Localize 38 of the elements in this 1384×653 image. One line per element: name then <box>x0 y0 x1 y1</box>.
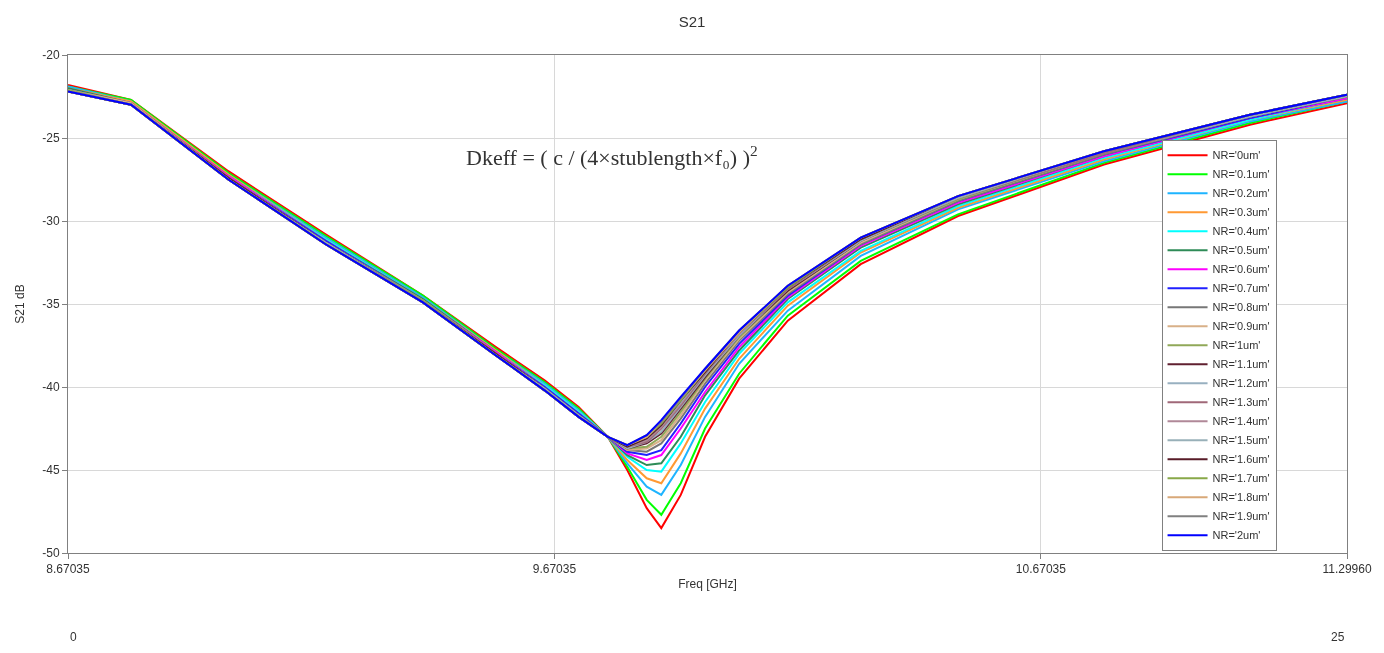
legend-label: NR='1.8um' <box>1212 491 1270 504</box>
x-tick-label: 9.67035 <box>532 562 577 577</box>
legend-label: NR='1um' <box>1212 339 1261 352</box>
legend-label: NR='1.7um' <box>1212 472 1270 485</box>
x-tick-label: 8.67035 <box>46 562 91 577</box>
legend-label: NR='1.5um' <box>1212 434 1270 447</box>
legend-label: NR='0.3um' <box>1212 206 1270 219</box>
legend-label: NR='0.6um' <box>1212 263 1270 276</box>
x-axis-title: Freq [GHz] <box>678 577 737 592</box>
legend-label: NR='1.3um' <box>1212 396 1270 409</box>
legend-label: NR='0um' <box>1212 149 1261 162</box>
legend-label: NR='1.4um' <box>1212 415 1270 428</box>
legend-label: NR='1.9um' <box>1212 510 1270 523</box>
y-tick-label: -45 <box>42 463 60 478</box>
text: 25 <box>1331 630 1345 644</box>
x-tick-label: 11.29960 <box>1322 562 1372 577</box>
legend-label: NR='0.5um' <box>1212 244 1270 257</box>
legend-label: NR='0.7um' <box>1212 282 1270 295</box>
legend-label: NR='0.8um' <box>1212 301 1270 314</box>
chart-title: S21 <box>678 12 706 30</box>
text: 0 <box>70 630 77 644</box>
y-tick-label: -30 <box>42 214 60 229</box>
legend-label: NR='0.2um' <box>1212 187 1270 200</box>
legend-label: NR='0.1um' <box>1212 168 1270 181</box>
legend-label: NR='1.6um' <box>1212 453 1270 466</box>
y-tick-label: -20 <box>42 48 60 63</box>
y-tick-label: -25 <box>42 131 60 146</box>
legend-label: NR='2um' <box>1212 529 1261 542</box>
y-tick-label: -40 <box>42 380 60 395</box>
y-tick-label: -50 <box>42 546 60 561</box>
legend-label: NR='1.1um' <box>1212 358 1270 371</box>
legend-label: NR='1.2um' <box>1212 377 1270 390</box>
annotation: Dkeff = ( c / (4×stublength×f₀) )$^{2}$ <box>466 142 758 171</box>
y-tick-label: -35 <box>42 297 60 312</box>
y-axis-title: S21 dB <box>12 284 27 324</box>
legend-label: NR='0.9um' <box>1212 320 1270 333</box>
x-tick-label: 10.67035 <box>1015 562 1067 577</box>
legend-label: NR='0.4um' <box>1212 225 1270 238</box>
